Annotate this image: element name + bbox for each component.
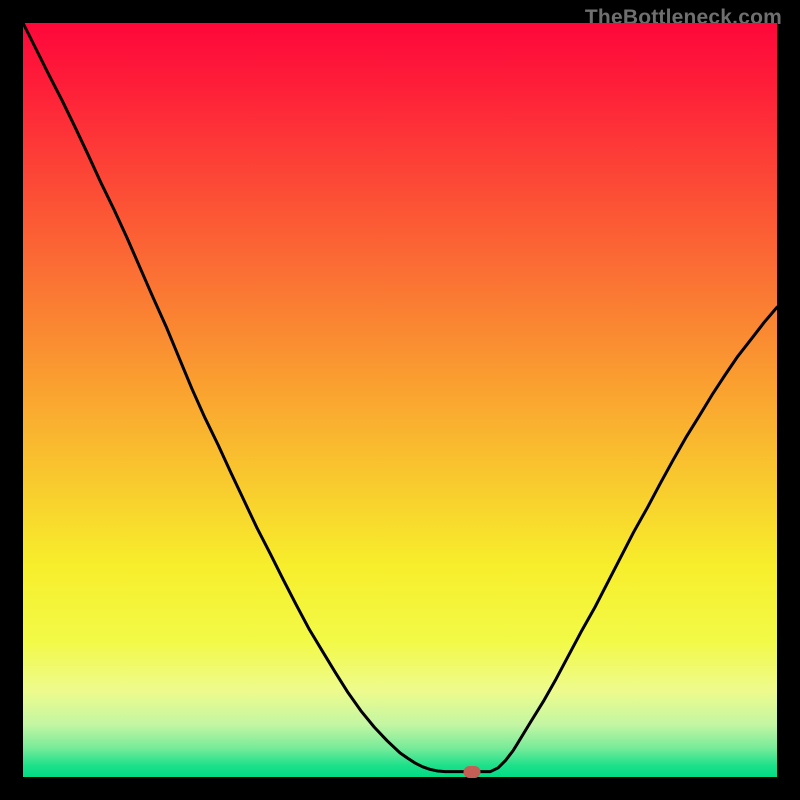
chart-svg: [23, 23, 777, 777]
chart-background: [23, 23, 777, 777]
optimal-point-marker: [464, 766, 481, 778]
outer-frame: TheBottleneck.com: [0, 0, 800, 800]
bottleneck-chart: [23, 23, 777, 777]
